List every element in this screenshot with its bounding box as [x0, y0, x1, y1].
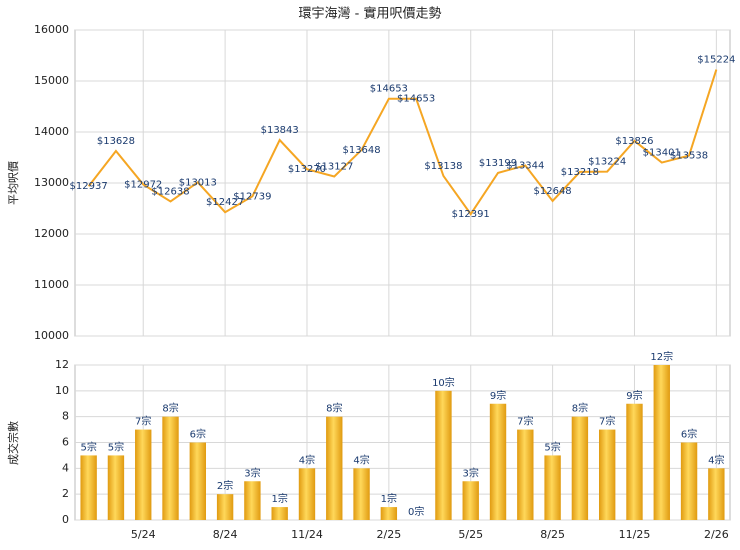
bar: [298, 468, 316, 520]
y-tick-label: 6: [62, 436, 69, 449]
bar: [708, 468, 725, 520]
bar: [653, 365, 670, 520]
data-label: 7宗: [135, 415, 151, 428]
data-label: 8宗: [162, 402, 178, 415]
data-label: 0宗: [408, 505, 424, 518]
data-label: $13401: [643, 148, 681, 159]
data-label: $13270: [288, 164, 326, 175]
bar: [680, 442, 698, 520]
x-tick-label: 8/24: [213, 528, 238, 541]
bar: [80, 455, 97, 520]
bar: [489, 403, 507, 520]
data-label: 1宗: [381, 492, 397, 505]
data-label: $13648: [342, 145, 380, 156]
data-label: 8宗: [326, 402, 342, 415]
bar: [462, 481, 479, 520]
data-label: $12427: [206, 197, 244, 208]
bar: [135, 429, 152, 520]
bar: [353, 468, 370, 520]
x-tick-label: 5/24: [131, 528, 156, 541]
data-label: $12638: [151, 186, 189, 197]
data-label: $13138: [424, 161, 462, 172]
bar: [380, 507, 398, 520]
data-label: 6宗: [681, 428, 697, 441]
data-label: $13538: [670, 151, 708, 162]
bar: [107, 455, 125, 520]
bar: [571, 416, 589, 520]
x-tick-label: 2/25: [377, 528, 402, 541]
data-label: 5宗: [544, 440, 560, 453]
bar: [326, 416, 343, 520]
data-label: 2宗: [217, 479, 233, 492]
bar: [189, 442, 206, 520]
data-label: 9宗: [490, 389, 506, 402]
data-label: $13199: [479, 158, 517, 169]
data-label: $13224: [588, 157, 626, 168]
x-tick-label: 5/25: [458, 528, 483, 541]
bar: [162, 416, 179, 520]
data-label: $13628: [97, 136, 135, 147]
data-label: $12739: [233, 191, 271, 202]
bar: [435, 390, 452, 520]
data-label: $12972: [124, 179, 162, 190]
data-label: $15224: [697, 55, 735, 66]
x-tick-label: 11/25: [619, 528, 651, 541]
bar: [544, 455, 561, 520]
x-tick-label: 2/26: [704, 528, 729, 541]
data-label: 5宗: [80, 440, 96, 453]
data-label: $14653: [397, 94, 435, 105]
data-label: 4宗: [299, 453, 315, 466]
y-tick-label: 11000: [34, 278, 69, 291]
data-label: 4宗: [353, 453, 369, 466]
bar: [626, 403, 643, 520]
y-tick-label: 13000: [34, 176, 69, 189]
data-label: 10宗: [432, 376, 455, 389]
y-tick-label: 16000: [34, 23, 69, 36]
data-label: 4宗: [708, 453, 724, 466]
bar: [216, 494, 234, 520]
y-tick-label: 15000: [34, 74, 69, 87]
data-label: $13127: [315, 162, 353, 173]
y-axis-label: 成交宗數: [6, 421, 20, 465]
y-tick-label: 2: [62, 487, 69, 500]
bar: [599, 429, 616, 520]
y-tick-label: 10: [55, 384, 69, 397]
chart-title: 環宇海灣 - 實用呎價走勢: [299, 6, 442, 22]
data-label: 1宗: [272, 492, 288, 505]
x-tick-label: 11/24: [291, 528, 323, 541]
data-label: $13344: [506, 160, 544, 171]
data-label: 8宗: [572, 402, 588, 415]
bar: [517, 429, 534, 520]
data-label: $13013: [179, 177, 217, 188]
bar: [244, 481, 261, 520]
y-tick-label: 12000: [34, 227, 69, 240]
y-axis-label: 平均呎價: [6, 161, 20, 205]
data-label: $12648: [534, 186, 572, 197]
data-label: 7宗: [599, 415, 615, 428]
y-tick-label: 0: [62, 513, 69, 526]
data-label: $14653: [370, 84, 408, 95]
y-tick-label: 8: [62, 410, 69, 423]
data-label: $12937: [70, 181, 108, 192]
x-tick-label: 8/25: [540, 528, 565, 541]
y-tick-label: 10000: [34, 329, 69, 342]
data-label: 6宗: [190, 428, 206, 441]
data-label: $13218: [561, 167, 599, 178]
y-tick-label: 14000: [34, 125, 69, 138]
data-label: $13843: [261, 125, 299, 136]
data-label: $13826: [615, 136, 653, 147]
data-label: 9宗: [626, 389, 642, 402]
bar: [271, 507, 288, 520]
y-tick-label: 4: [62, 461, 69, 474]
data-label: 7宗: [517, 415, 533, 428]
line: [87, 69, 718, 216]
data-label: 3宗: [463, 466, 479, 479]
data-label: 12宗: [650, 350, 673, 363]
data-label: 3宗: [244, 466, 260, 479]
data-label: 5宗: [108, 440, 124, 453]
y-tick-label: 12: [55, 358, 69, 371]
data-label: $12391: [452, 209, 490, 220]
